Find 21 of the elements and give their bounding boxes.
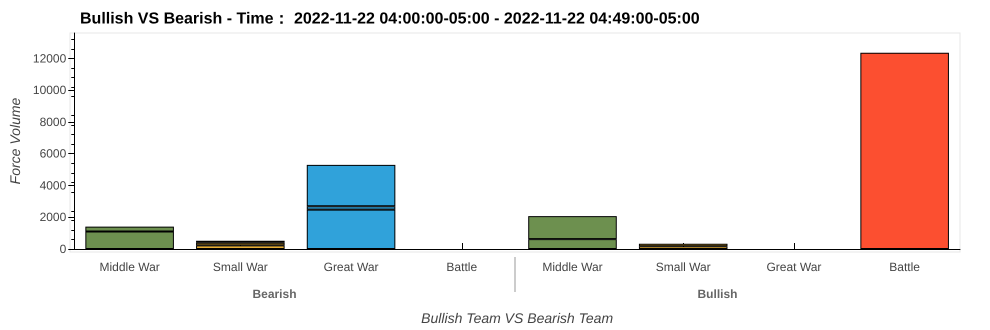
x-tick-label: Middle War xyxy=(100,260,160,274)
y-tick-label: 4000 xyxy=(40,178,67,192)
y-tick-label: 12000 xyxy=(32,51,67,66)
y-tick-label: 10000 xyxy=(32,83,67,98)
text: Bullish xyxy=(698,287,738,301)
y-tick-label: 0 xyxy=(60,242,67,256)
x-tick-label: Small War xyxy=(656,260,711,274)
y-axis-title: Force Volume xyxy=(7,97,23,184)
x-tick-label: Great War xyxy=(766,260,822,274)
y-tick-label: 2000 xyxy=(40,210,67,224)
y-tick-label: 8000 xyxy=(40,114,67,129)
y-tick-label: 6000 xyxy=(40,146,67,161)
bar xyxy=(306,164,396,206)
x-tick-label: Battle xyxy=(446,260,478,274)
text: Bearish xyxy=(252,287,297,301)
x-tick-label: Small War xyxy=(212,260,268,274)
x-tick-label: Battle xyxy=(889,260,920,274)
x-axis-title: Bullish Team VS Bearish Team xyxy=(421,310,614,326)
x-tick-label: Great War xyxy=(324,260,379,274)
chart-title: Bullish VS Bearish - Time： 2022-11-22 04:00:00-05:00 - 2022-11-22 04:49:00-05:00 xyxy=(80,10,700,28)
x-tick-label: Middle War xyxy=(542,260,603,274)
